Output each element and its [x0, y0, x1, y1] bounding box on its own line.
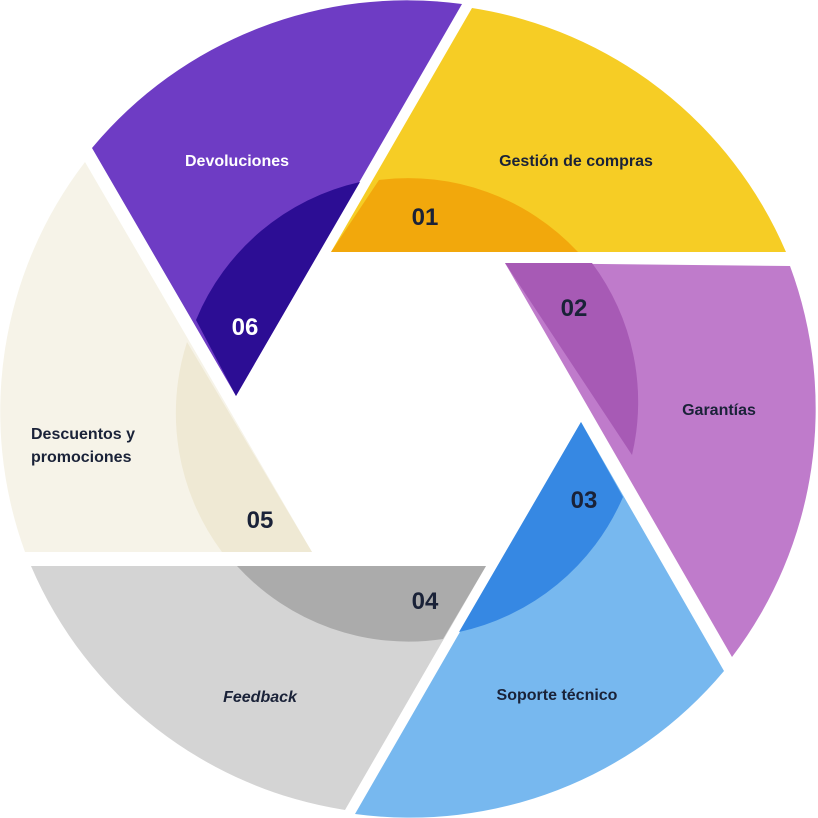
segment-02: Garantías 02	[505, 263, 816, 657]
segment-01-number: 01	[412, 204, 439, 231]
segment-02-label: Garantías	[682, 402, 756, 419]
segment-01-inner	[331, 178, 578, 252]
segment-01: Gestión de compras 01	[331, 8, 786, 252]
segment-05: Descuentos y promociones 05	[0, 162, 313, 552]
segment-06-label: Devoluciones	[185, 153, 289, 170]
segment-03: Soporte técnico 03	[355, 422, 724, 818]
segment-05-label-line-2: promociones	[31, 449, 132, 466]
segment-05-label-line-1: Descuentos y	[31, 426, 135, 443]
segment-06-outer	[92, 0, 462, 397]
segment-01-label: Gestión de compras	[499, 153, 653, 170]
segment-05-label: Descuentos y promociones	[31, 426, 140, 466]
segment-03-outer	[355, 422, 724, 818]
segment-04: Feedback 04	[31, 566, 486, 810]
segment-06-number: 06	[232, 314, 259, 341]
segment-04-number: 04	[412, 588, 439, 615]
segment-03-number: 03	[571, 487, 598, 514]
segment-05-number: 05	[247, 507, 274, 534]
segment-03-label: Soporte técnico	[497, 687, 618, 704]
segment-05-inner	[175, 342, 312, 552]
segment-03-inner	[459, 422, 623, 632]
segment-04-inner	[237, 566, 486, 642]
segment-02-inner	[505, 263, 639, 455]
segment-04-label: Feedback	[223, 689, 298, 706]
segment-02-number: 02	[561, 295, 588, 322]
segment-06-inner	[196, 182, 360, 396]
segment-06: Devoluciones 06	[92, 0, 462, 397]
